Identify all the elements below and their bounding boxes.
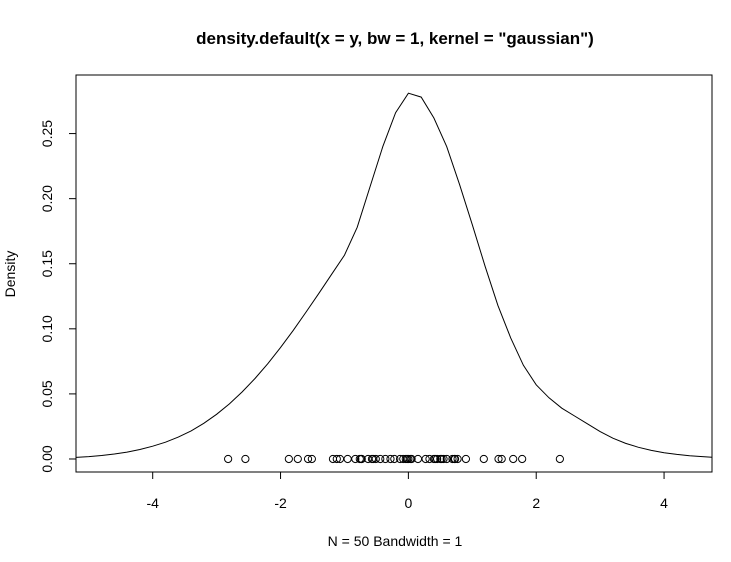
rug-point xyxy=(369,454,378,464)
rug-point xyxy=(421,454,430,464)
chart-title: density.default(x = y, bw = 1, kernel = … xyxy=(196,29,594,48)
rug-point xyxy=(241,454,250,464)
density-curve xyxy=(75,92,713,458)
rug-point xyxy=(293,454,302,464)
y-tick-label: 0.10 xyxy=(39,315,55,342)
y-tick-label: 0.05 xyxy=(39,380,55,407)
rug-point xyxy=(518,454,527,464)
rug-point xyxy=(453,454,462,464)
rug-point xyxy=(356,454,366,464)
x-axis-label: N = 50 Bandwidth = 1 xyxy=(328,533,463,549)
rug-point xyxy=(403,454,412,464)
x-tick-label: 4 xyxy=(660,495,668,511)
y-tick-label: 0.20 xyxy=(39,185,55,212)
rug-point xyxy=(407,454,416,464)
x-tick-label: 2 xyxy=(532,495,540,511)
rug-point xyxy=(509,454,518,464)
rug-point xyxy=(224,454,233,464)
plot-frame xyxy=(75,74,713,473)
rug-point xyxy=(332,454,341,464)
rug-points xyxy=(224,454,564,464)
rug-point xyxy=(371,454,380,464)
rug-point xyxy=(437,454,446,464)
rug-point xyxy=(461,454,471,464)
rug-point xyxy=(450,454,459,464)
rug-point xyxy=(386,454,395,464)
rug-point xyxy=(343,454,352,464)
x-tick-label: 0 xyxy=(404,495,412,511)
y-tick-label: 0.15 xyxy=(39,250,55,277)
rug-point xyxy=(497,454,506,464)
rug-point xyxy=(381,454,390,464)
y-axis-label: Density xyxy=(2,251,18,298)
rug-point xyxy=(555,454,564,464)
rug-point xyxy=(351,454,360,464)
rug-point xyxy=(494,454,503,464)
x-tick-label: -4 xyxy=(146,495,159,511)
rug-point xyxy=(479,454,488,464)
rug-point xyxy=(303,454,313,464)
y-axis: 0.00 0.05 0.10 0.15 0.20 0.25 xyxy=(39,120,77,473)
y-tick-label: 0.25 xyxy=(39,120,55,147)
rug-point xyxy=(284,454,293,464)
rug-point xyxy=(431,454,440,464)
rug-point xyxy=(307,454,316,464)
y-tick-label: 0.00 xyxy=(39,445,55,472)
x-tick-label: -2 xyxy=(274,495,287,511)
x-axis: -4 -2 0 2 4 xyxy=(146,471,668,511)
rug-point xyxy=(390,454,399,464)
